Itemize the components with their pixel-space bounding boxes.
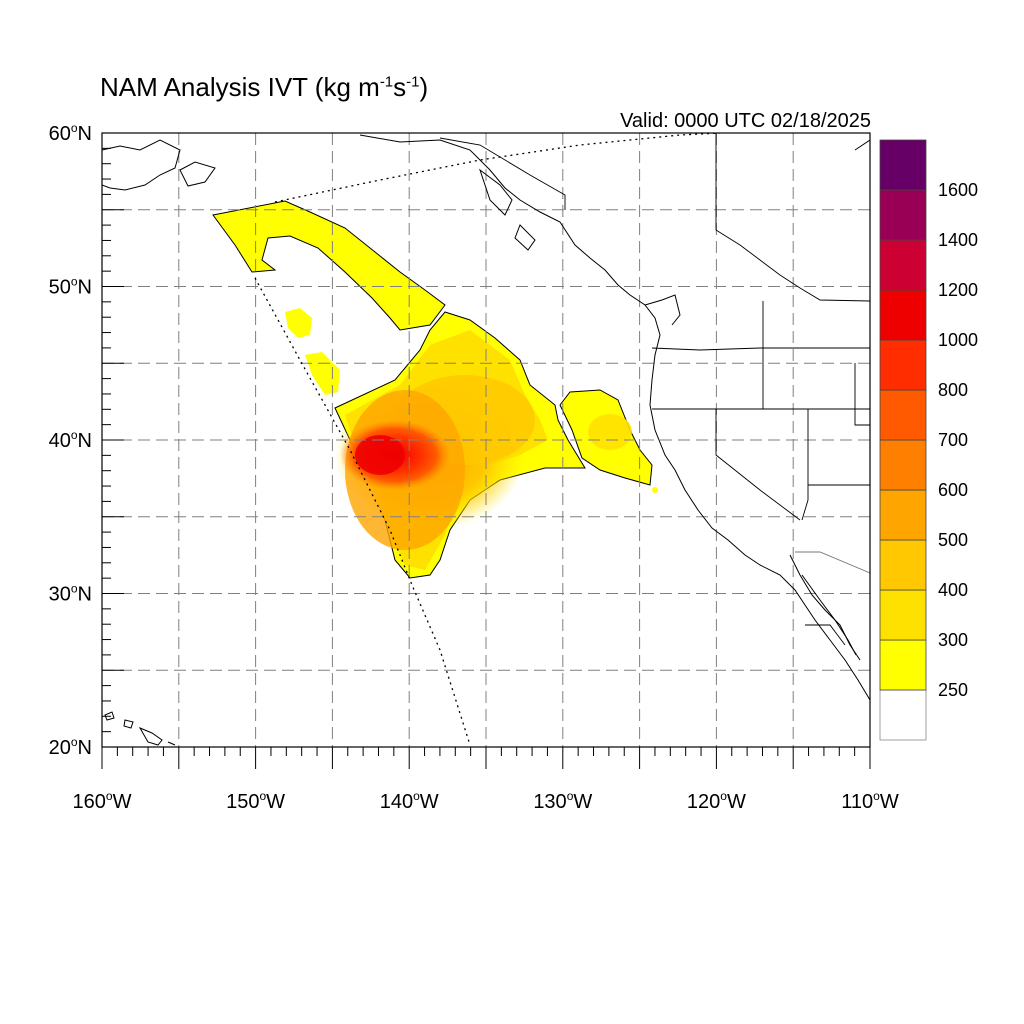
colorbar-label: 400 (938, 580, 968, 600)
colorbar-swatch (879, 139, 927, 191)
colorbar-label: 1200 (938, 280, 978, 300)
chart-title: NAM Analysis IVT (kg m-1s-1) (100, 72, 429, 102)
coastlines (102, 134, 870, 746)
colorbar-swatch (879, 239, 927, 291)
colorbar-swatch (879, 389, 927, 441)
colorbar-label: 1400 (938, 230, 978, 250)
political-boundaries (439, 133, 870, 646)
lon-label: 150oW (226, 789, 285, 813)
lat-label: 60oN (49, 121, 92, 145)
colorbar-swatch (879, 539, 927, 591)
lon-label: 140oW (380, 789, 439, 813)
lat-label: 40oN (49, 428, 92, 452)
lat-label: 20oN (49, 735, 92, 759)
lat-label: 50oN (49, 275, 92, 299)
latitude-labels: 20oN 30oN 40oN 50oN 60oN (49, 121, 92, 759)
colorbar-swatch (879, 689, 927, 741)
colorbar-label: 500 (938, 530, 968, 550)
lat-lon-grid (102, 133, 870, 747)
colorbar-swatch (879, 489, 927, 541)
colorbar-swatch (879, 189, 927, 241)
ivt-fill-layer (212, 200, 658, 579)
colorbar-label: 600 (938, 480, 968, 500)
colorbar-swatch (879, 639, 927, 691)
colorbar-label: 250 (938, 680, 968, 700)
lon-label: 120oW (687, 789, 746, 813)
valid-time-label: Valid: 0000 UTC 02/18/2025 (620, 110, 871, 132)
colorbar-label: 300 (938, 630, 968, 650)
ivt-region-north-arm (212, 200, 446, 331)
lon-label: 110oW (841, 789, 899, 813)
ivt-region-west-blob-2 (305, 352, 340, 395)
colorbar-label: 800 (938, 380, 968, 400)
colorbar-labels: 250 300 400 500 600 700 800 1000 1200 1400 1600 (938, 180, 978, 700)
ivt-region-west-blob-1 (285, 308, 312, 338)
nam-domain-boundary (254, 133, 721, 746)
longitude-labels: 160oW 150oW 140oW 130oW 120oW 110oW (73, 789, 899, 813)
colorbar-swatch (879, 589, 927, 641)
axis-ticks (101, 132, 871, 769)
colorbar-label: 1600 (938, 180, 978, 200)
lon-label: 160oW (73, 789, 132, 813)
colorbar (879, 139, 927, 741)
lat-label: 30oN (49, 582, 92, 606)
colorbar-label: 700 (938, 430, 968, 450)
colorbar-swatch (879, 439, 927, 491)
lon-label: 130oW (533, 789, 592, 813)
colorbar-label: 1000 (938, 330, 978, 350)
colorbar-swatch (879, 339, 927, 391)
colorbar-swatch (879, 289, 927, 341)
